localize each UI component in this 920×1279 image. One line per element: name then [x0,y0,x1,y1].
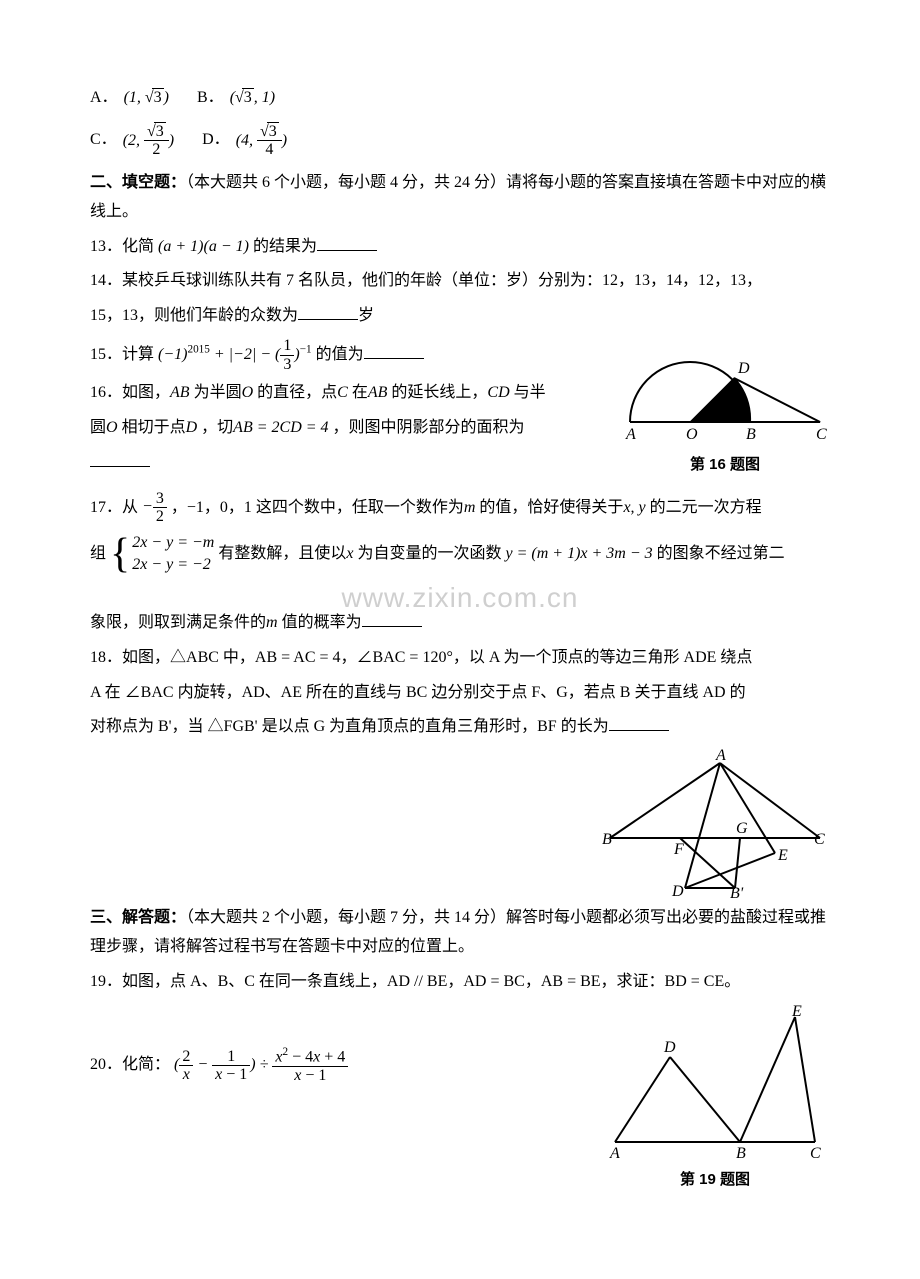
section2-heading: 二、填空题：（本大题共 6 个小题，每小题 4 分，共 24 分）请将每小题的答… [90,169,830,227]
label-A: A [625,426,636,443]
label-B: B [746,426,756,443]
q-num: 17． [90,498,122,515]
q-num: 13． [90,238,122,255]
q-num: 19． [90,973,122,990]
q15-q16-block: A O B C D 第 16 题图 15．计算 (−1)2015 + |−2| … [90,337,830,484]
section3-title: 三、解答题： [90,909,186,926]
q-num: 20． [90,1056,122,1073]
q15-post: 的值为 [316,346,364,363]
figure-19: A B C D E 第 19 题图 [600,1002,830,1193]
svg-text:A: A [609,1145,620,1162]
q13-pre: 化简 [122,238,154,255]
option-label: C． [90,126,117,155]
svg-text:C: C [814,831,825,848]
q13-post: 的结果为 [253,238,317,255]
answer-blank[interactable] [362,610,422,627]
section2-title: 二、填空题： [90,174,186,191]
q14-text2: 15，13，则他们年龄的众数为 [90,307,298,324]
option-label: A． [90,84,118,113]
q13-expr: (a + 1)(a − 1) [158,238,249,255]
answer-blank[interactable] [298,303,358,320]
answer-blank[interactable] [609,714,669,731]
svg-text:B: B [602,831,612,848]
q14-text1: 某校乒乓球训练队共有 7 名队员，他们的年龄（单位：岁）分别为：12，13，14… [122,272,762,289]
svg-text:B: B [736,1145,746,1162]
q18-line1: 18．如图，△ABC 中，AB = AC = 4，∠BAC = 120°，以 A… [90,644,830,673]
q-num: 14． [90,272,122,289]
svg-text:D: D [663,1039,676,1056]
q14-line2: 15，13，则他们年龄的众数为 岁 [90,302,830,331]
q12-option-a: A． (1, √3) [90,84,169,113]
answer-blank[interactable] [317,234,377,251]
option-label: D． [202,126,230,155]
semicircle-diagram: A O B C D [620,337,830,447]
q15-expr: (−1)2015 + |−2| − (13)−1 [158,346,312,363]
q-num: 16． [90,384,122,401]
svg-text:F: F [673,841,684,858]
q-num: 18． [90,649,122,666]
figure-19-caption: 第 19 题图 [600,1166,830,1193]
svg-text:B': B' [730,885,744,898]
q-num: 15． [90,346,122,363]
section2-desc: （本大题共 6 个小题，每小题 4 分，共 24 分）请将每小题的答案直接填在答… [90,174,826,220]
q19: 19．如图，点 A、B、C 在同一条直线上，AD // BE，AD = BC，A… [90,968,830,997]
q18-l1: 如图，△ABC 中，AB = AC = 4，∠BAC = 120°，以 A 为一… [122,649,752,666]
q12-option-d: D． (4, √34) [202,123,287,159]
q18-line2: A 在 ∠BAC 内旋转，AD、AE 所在的直线与 BC 边分别交于点 F、G，… [90,679,830,708]
q13: 13．化简 (a + 1)(a − 1) 的结果为 [90,233,830,262]
q18-line3: 对称点为 B'，当 △FGB' 是以点 G 为直角顶点的直角三角形时，BF 的长… [90,713,830,742]
figure-18: A B C F G E D B' [600,748,830,898]
option-label: B． [197,84,224,113]
svg-text:D: D [671,883,684,898]
q20-pre: 化简： [122,1056,170,1073]
q14-line1: 14．某校乒乓球训练队共有 7 名队员，他们的年龄（单位：岁）分别为：12，13… [90,267,830,296]
svg-text:C: C [810,1145,821,1162]
q12-option-c: C． (2, √32) [90,123,174,159]
q19-text: 如图，点 A、B、C 在同一条直线上，AD // BE，AD = BC，AB =… [122,973,740,990]
answer-blank[interactable] [364,342,424,359]
option-value: (√3, 1) [230,84,275,113]
q20-expr: (2x − 1x − 1) ÷ x2 − 4x + 4x − 1 [174,1056,348,1073]
section3-desc: （本大题共 2 个小题，每小题 7 分，共 14 分）解答时每小题都必须写出必要… [90,909,826,955]
q15-pre: 计算 [122,346,154,363]
q17-line3: 象限，则取到满足条件的m 值的概率为 [90,609,830,638]
section3-heading: 三、解答题：（本大题共 2 个小题，每小题 7 分，共 14 分）解答时每小题都… [90,904,830,962]
figure-16-caption: 第 16 题图 [620,451,830,478]
equation-system: { 2x − y = −m 2x − y = −2 [110,532,214,577]
triangle-pair-diagram: A B C D E [600,1002,830,1162]
q12-options-row1: A． (1, √3) B． (√3, 1) [90,84,830,113]
svg-text:E: E [777,847,788,864]
svg-text:E: E [791,1003,802,1020]
svg-text:G: G [736,820,748,837]
option-value: (4, √34) [236,123,287,159]
option-value: (2, √32) [123,123,174,159]
q12-option-b: B． (√3, 1) [197,84,275,113]
q14-unit: 岁 [358,307,374,324]
svg-text:A: A [715,748,726,764]
label-O: O [686,426,698,443]
triangle-rotation-diagram: A B C F G E D B' [600,748,830,898]
q12-options-row2: C． (2, √32) D． (4, √34) [90,123,830,159]
option-value: (1, √3) [124,84,169,113]
q17-line1: 17．从 −32 ，−1，0，1 这四个数中，任取一个数作为m 的值，恰好使得关… [90,490,830,526]
label-D: D [737,360,750,377]
figure-16: A O B C D 第 16 题图 [620,337,830,478]
answer-blank[interactable] [90,450,150,467]
q17-line2: 组 { 2x − y = −m 2x − y = −2 有整数解，且使以x 为自… [90,532,830,577]
label-C: C [816,426,827,443]
